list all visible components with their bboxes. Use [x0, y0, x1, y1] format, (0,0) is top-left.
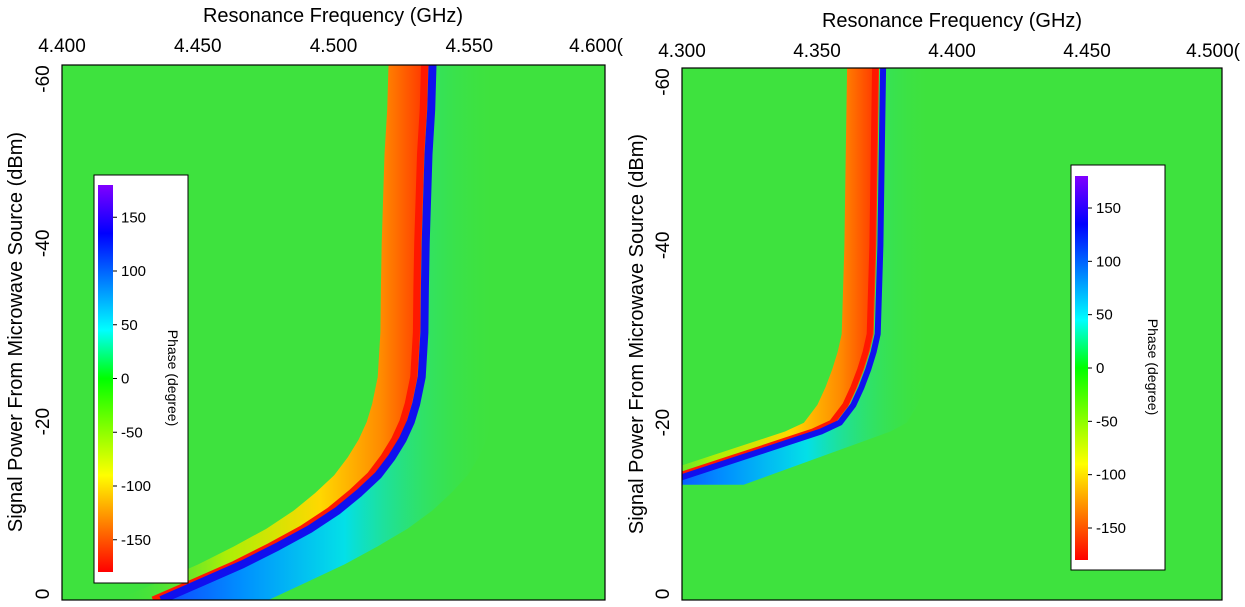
right-panel: Resonance Frequency (GHz) 4.300 4.350 4.40…: [626, 10, 1241, 601]
y-tick-label: -40: [33, 230, 54, 257]
x-tick-label: 4.300: [658, 41, 706, 62]
y-tick-label: -20: [33, 408, 54, 435]
y-tick-label: -60: [653, 68, 674, 95]
left-resonance-cold-band: [157, 65, 499, 600]
right-y-axis-title: Signal Power From Microwave Source (dBm): [626, 134, 648, 534]
left-y-axis-title: Signal Power From Microwave Source (dBm): [5, 132, 27, 532]
x-tick-label: 4.550: [445, 36, 493, 57]
colorbar-tick-label: 150: [1096, 200, 1121, 217]
y-tick-label: 0: [653, 589, 674, 600]
right-colorbar-label: Phase (degree): [1145, 319, 1161, 416]
colorbar-tick-label: 0: [121, 371, 129, 388]
left-x-axis-title: Resonance Frequency (GHz): [203, 5, 463, 27]
colorbar-tick-label: -50: [1096, 413, 1118, 430]
x-tick-label: 4.350: [793, 41, 841, 62]
colorbar-tick-label: 100: [1096, 253, 1121, 270]
colorbar-tick-label: 150: [121, 209, 146, 226]
colorbar-tick-label: 50: [121, 317, 138, 334]
right-colorbar-ticks: 150 100 50 0 -50 -100 -150: [1088, 200, 1126, 537]
left-y-tick-labels: -60 -40 -20 0: [33, 65, 54, 599]
right-y-tick-labels: -60 -40 -20 0: [653, 68, 674, 599]
right-resonance-blue-edge: [682, 68, 887, 481]
right-resonance-cold-band: [682, 68, 932, 485]
x-tick-label: 4.600(: [569, 36, 624, 57]
colorbar-tick-label: 0: [1096, 360, 1104, 377]
x-tick-label: 4.500(: [1186, 41, 1241, 62]
left-colorbar: 150 100 50 0 -50 -100 -150 Phase (degree): [93, 174, 189, 584]
right-colorbar-gradient: [1075, 176, 1088, 560]
left-colorbar-label: Phase (degree): [165, 330, 181, 427]
x-tick-label: 4.400: [928, 41, 976, 62]
colorbar-tick-label: 50: [1096, 307, 1113, 324]
x-tick-label: 4.400: [38, 36, 86, 57]
left-resonance-blue-edge: [159, 65, 437, 600]
y-tick-label: 0: [33, 589, 54, 600]
left-colorbar-ticks: 150 100 50 0 -50 -100 -150: [113, 209, 151, 549]
y-tick-label: -20: [653, 409, 674, 436]
right-colorbar: 150 100 50 0 -50 -100 -150 Phase (degree): [1070, 164, 1166, 571]
left-resonance-hot-band: [117, 65, 429, 600]
left-plot-frame: [61, 64, 606, 601]
right-x-tick-labels: 4.300 4.350 4.400 4.450 4.500(: [658, 41, 1240, 62]
right-plot-frame: [681, 67, 1223, 601]
colorbar-tick-label: -100: [1096, 467, 1126, 484]
colorbar-tick-label: -150: [1096, 520, 1126, 537]
x-tick-label: 4.450: [174, 36, 222, 57]
colorbar-tick-label: -150: [121, 532, 151, 549]
colorbar-tick-label: -100: [121, 478, 151, 495]
y-tick-label: -60: [33, 65, 54, 92]
x-tick-label: 4.500: [310, 36, 358, 57]
y-tick-label: -40: [653, 232, 674, 259]
x-tick-label: 4.450: [1063, 41, 1111, 62]
left-x-tick-labels: 4.400 4.450 4.500 4.550 4.600(: [38, 36, 623, 57]
left-panel: Resonance Frequency (GHz) 4.400 4.450 4.50…: [5, 5, 624, 601]
colorbar-tick-label: -50: [121, 424, 143, 441]
right-x-axis-title: Resonance Frequency (GHz): [822, 10, 1082, 32]
right-resonance-hot-band: [682, 68, 880, 476]
left-colorbar-gradient: [98, 185, 113, 572]
colorbar-tick-label: 100: [121, 263, 146, 280]
